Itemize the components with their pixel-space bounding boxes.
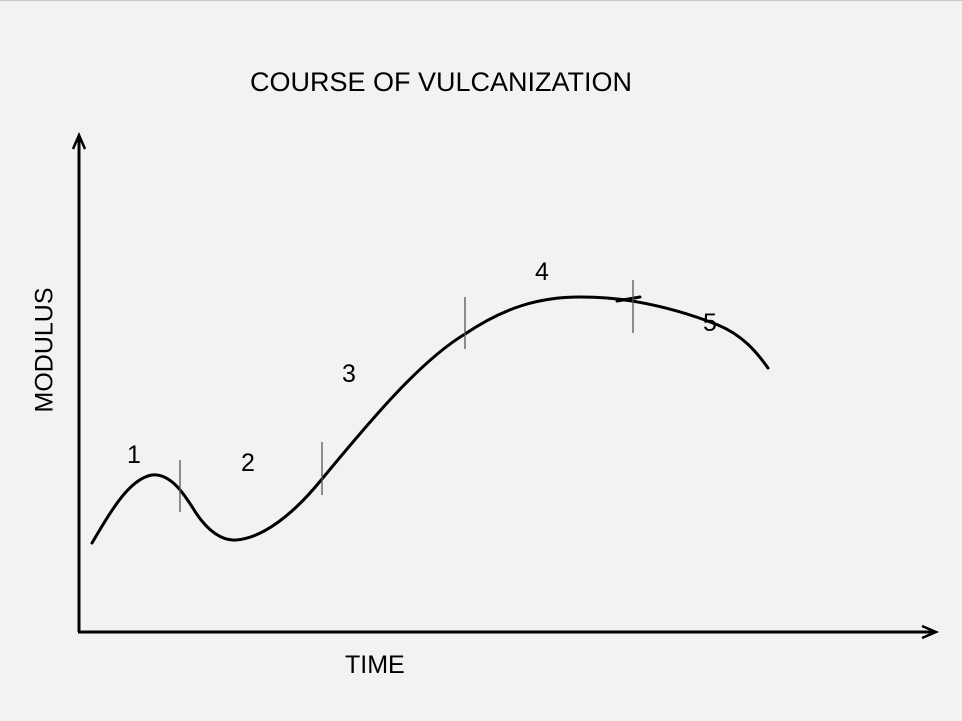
x-axis-arrowhead (921, 624, 940, 640)
modulus-curve (90, 295, 770, 545)
y-axis-label: MODULUS (30, 287, 59, 413)
stage-label-1: 1 (127, 441, 141, 469)
stage-label-5: 5 (703, 309, 717, 337)
stage-label-2: 2 (241, 449, 255, 477)
y-axis-arrowhead (71, 131, 87, 150)
stage-label-4: 4 (535, 258, 549, 286)
chart-title: COURSE OF VULCANIZATION (250, 67, 633, 97)
x-axis-label: TIME (345, 651, 405, 679)
curve-blip (615, 295, 642, 303)
stage-label-3: 3 (342, 360, 356, 388)
